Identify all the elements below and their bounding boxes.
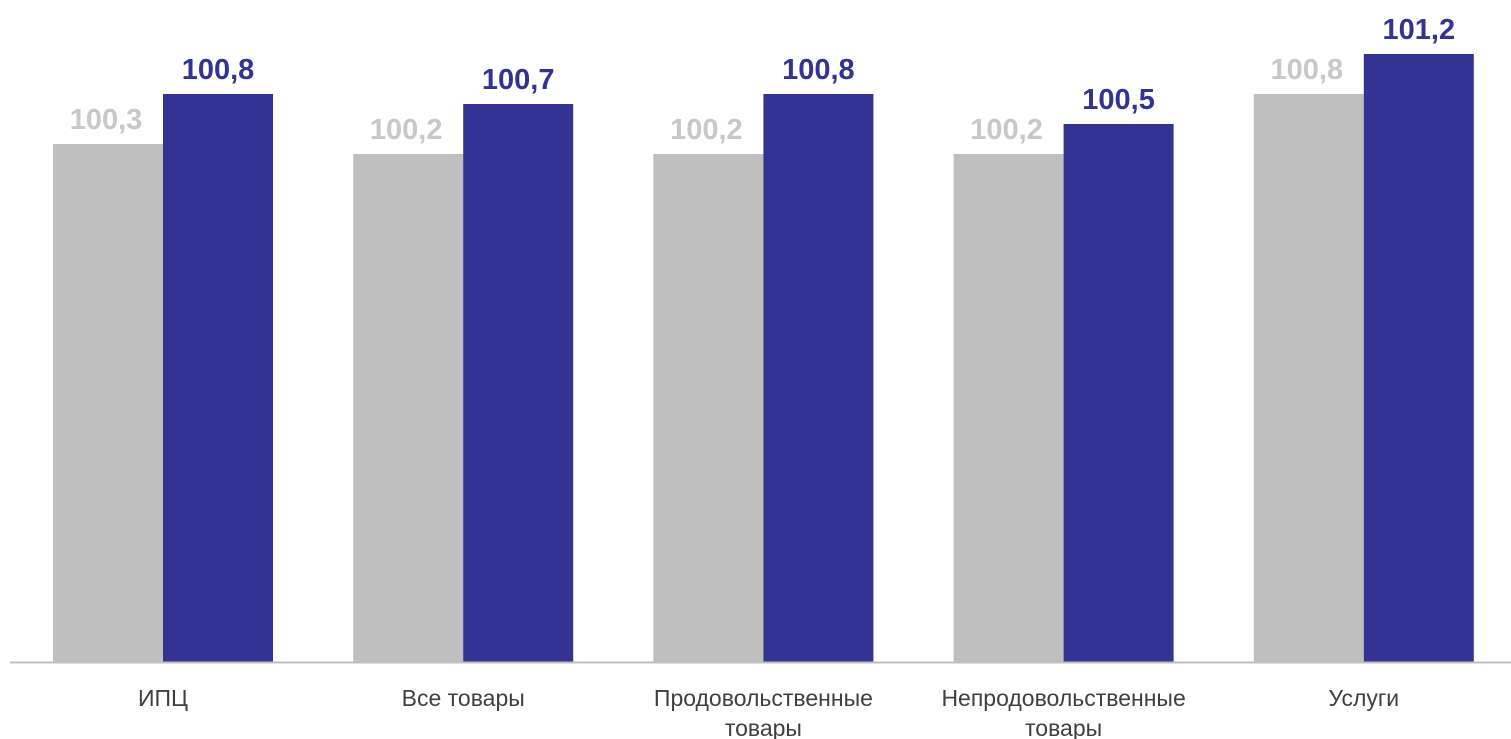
category-labels-layer: ИПЦ Все товары Продовольственные товары Непр…: [138, 685, 1399, 739]
value-label-current-4: 101,2: [1383, 14, 1456, 46]
category-label-3-line-0: Непродовольственные: [941, 685, 1185, 711]
category-label-1-line-0: Все товары: [402, 685, 525, 711]
bar-previous-0: [53, 144, 163, 662]
category-label-2-line-0: Продовольственные: [654, 685, 873, 711]
bar-previous-1: [353, 154, 464, 662]
value-label-current-0: 100,8: [182, 54, 255, 86]
category-label-2-line-1: товары: [725, 715, 802, 739]
bar-current-0: [163, 94, 273, 662]
bar-current-4: [1363, 54, 1474, 662]
value-label-current-3: 100,5: [1082, 84, 1155, 116]
bar-current-1: [463, 104, 574, 662]
category-label-4-line-0: Услуги: [1328, 685, 1399, 711]
bars-layer: [53, 54, 1474, 662]
category-label-3-line-1: товары: [1025, 715, 1102, 739]
value-label-previous-0: 100,3: [70, 104, 143, 136]
bar-current-2: [763, 94, 874, 662]
value-labels-layer: 100,3 100,8 100,2 100,7 100,2 100,8 100,2 100,5…: [70, 14, 1455, 146]
bar-previous-3: [953, 154, 1064, 662]
bar-previous-4: [1253, 94, 1364, 662]
bar-previous-2: [653, 154, 764, 662]
category-label-0-line-0: ИПЦ: [138, 685, 188, 711]
value-label-previous-3: 100,2: [970, 114, 1043, 146]
value-label-current-1: 100,7: [482, 64, 555, 96]
value-label-current-2: 100,8: [782, 54, 855, 86]
value-label-previous-4: 100,8: [1271, 54, 1344, 86]
bar-current-3: [1063, 124, 1174, 662]
value-label-previous-2: 100,2: [670, 114, 743, 146]
value-label-previous-1: 100,2: [370, 114, 443, 146]
